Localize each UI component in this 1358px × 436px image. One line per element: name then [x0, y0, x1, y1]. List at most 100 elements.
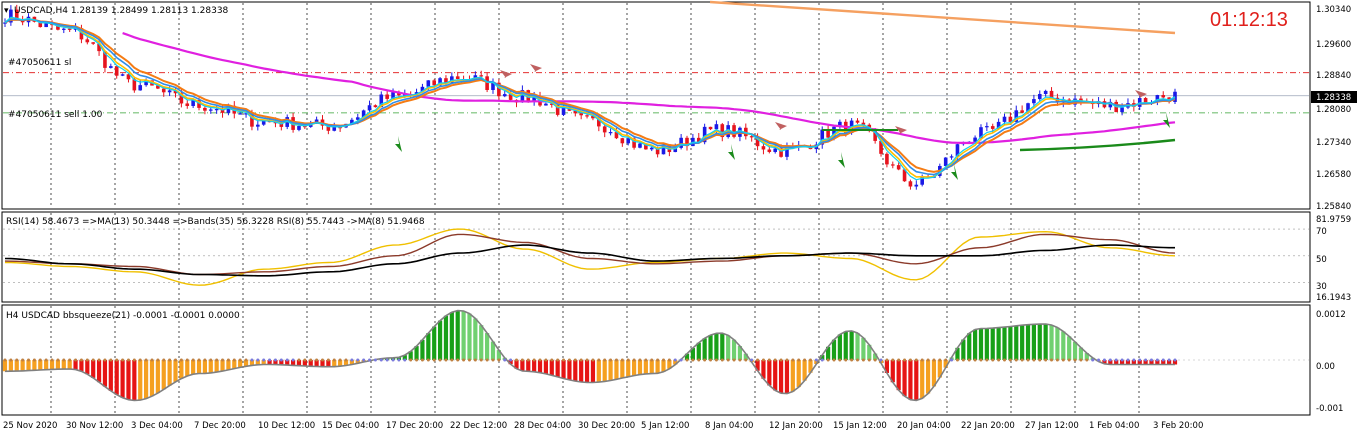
squeeze-dot — [750, 358, 754, 362]
buy-arrow-icon — [395, 136, 402, 152]
squeeze-dot — [985, 358, 989, 362]
candle-body — [755, 137, 760, 147]
squeeze-dot — [126, 358, 130, 362]
candle-body — [244, 113, 248, 115]
time-label: 7 Dec 20:00 — [194, 421, 246, 431]
rsi-panel[interactable] — [1, 211, 1311, 303]
squeeze-dot — [803, 358, 807, 362]
squeeze-dot — [344, 358, 348, 362]
squeeze-dot — [1149, 358, 1153, 362]
squeeze-dot — [908, 358, 912, 362]
candle-body — [1032, 99, 1036, 104]
squeeze-dot — [667, 358, 671, 362]
candle-body — [173, 90, 178, 94]
ema-orange-line — [4, 18, 1176, 173]
squeeze-dot — [9, 358, 13, 362]
candle-body — [591, 115, 595, 119]
time-label: 30 Nov 12:00 — [66, 421, 123, 431]
squeeze-dot — [503, 358, 507, 362]
squeeze-dot — [1038, 358, 1042, 362]
candle-body — [326, 125, 331, 131]
candle-body — [767, 149, 772, 152]
candle-body — [761, 146, 766, 150]
candle-body — [508, 94, 513, 100]
squeeze-dot — [491, 358, 495, 362]
candle-body — [1120, 107, 1124, 113]
squeeze-dot — [526, 358, 530, 362]
squeeze-dot — [432, 358, 436, 362]
squeeze-dot — [138, 358, 142, 362]
candle-body — [532, 96, 536, 102]
candle-body — [685, 137, 689, 147]
squeeze-dot — [703, 358, 707, 362]
squeeze-dot — [62, 358, 66, 362]
time-label: 15 Jan 12:00 — [833, 421, 887, 431]
squeeze-dot — [556, 358, 560, 362]
countdown-clock: 01:12:13 — [1210, 9, 1288, 31]
candle-body — [44, 23, 48, 28]
candle-body — [773, 148, 778, 152]
main-price-panel[interactable] — [1, 1, 1311, 210]
candle-body — [114, 66, 119, 76]
squeeze-dot — [644, 358, 648, 362]
squeeze-dot — [356, 358, 360, 362]
time-label: 1 Feb 04:00 — [1089, 421, 1139, 431]
candle-body — [250, 113, 254, 127]
candle-body — [661, 144, 666, 155]
squeeze-dot — [309, 358, 313, 362]
candle-body — [256, 124, 260, 127]
squeeze-dot — [162, 358, 166, 362]
squeeze-outline — [4, 309, 1175, 402]
time-label: 17 Dec 20:00 — [386, 421, 443, 431]
squeeze-dot — [726, 358, 730, 362]
squeeze-dot — [91, 358, 95, 362]
squeeze-dot — [221, 358, 225, 362]
squeeze-dot — [485, 358, 489, 362]
time-label: 10 Dec 12:00 — [258, 421, 315, 431]
candle-body — [355, 117, 360, 120]
squeeze-panel[interactable] — [1, 304, 1311, 416]
squeeze-dot — [232, 358, 236, 362]
squeeze-dot — [585, 358, 589, 362]
candle-body — [620, 138, 625, 144]
squeeze-dot — [467, 358, 471, 362]
candle-body — [367, 105, 372, 111]
rsi-axis: 81.9759 70 50 30 16.1943 — [1316, 215, 1351, 303]
squeeze-dot — [1114, 358, 1118, 362]
squeeze-dot — [497, 358, 501, 362]
squeeze-title: H4 USDCAD bbsqueeze(21) -0.0001 -0.0001 … — [6, 311, 240, 321]
squeeze-dot — [991, 358, 995, 362]
buy-arrow-icon — [951, 164, 958, 180]
squeeze-dot — [997, 358, 1001, 362]
squeeze-dot — [144, 358, 148, 362]
squeeze-dot — [179, 358, 183, 362]
candle-body — [167, 90, 172, 93]
squeeze-dot — [32, 358, 36, 362]
squeeze-dot — [397, 358, 401, 362]
candle-body — [985, 126, 989, 128]
candle-body — [56, 25, 60, 30]
price-tick: 1.28840 — [1316, 71, 1351, 81]
rsi-tick: 16.1943 — [1316, 293, 1351, 303]
candle-body — [973, 137, 977, 142]
candle-body — [338, 127, 342, 129]
candle-body — [61, 28, 66, 30]
squeeze-dot — [1161, 358, 1165, 362]
squeeze-dot — [597, 358, 601, 362]
squeeze-dot — [808, 358, 812, 362]
candle-body — [379, 94, 384, 108]
squeeze-dot — [1044, 358, 1048, 362]
squeeze-dot — [697, 358, 701, 362]
sl-line-label: #47050611 sl — [8, 58, 71, 68]
squeeze-dot — [967, 358, 971, 362]
squeeze-dot — [573, 358, 577, 362]
squeeze-dot — [867, 358, 871, 362]
candle-body — [644, 143, 648, 150]
candle-body — [179, 93, 184, 104]
candle-body — [1008, 116, 1013, 122]
candle-body — [838, 121, 842, 127]
candle-body — [126, 74, 131, 80]
squeeze-dot — [591, 358, 595, 362]
candle-body — [238, 113, 242, 115]
